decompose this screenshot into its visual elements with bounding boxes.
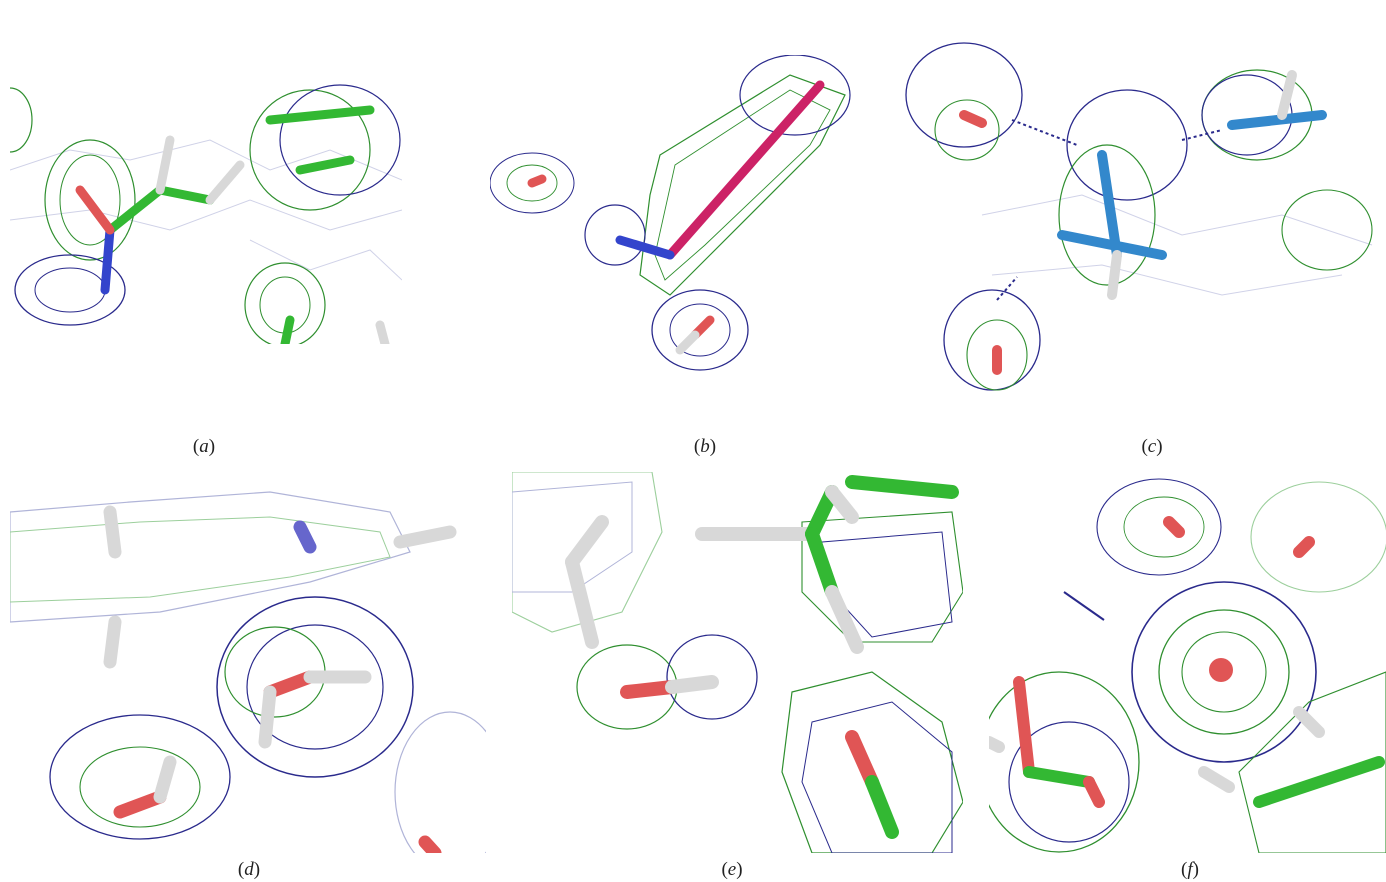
panel-c-image bbox=[902, 15, 1386, 420]
caption-e: (e) bbox=[721, 859, 742, 881]
density-map-b bbox=[490, 55, 855, 385]
caption-e-label: e bbox=[728, 859, 736, 880]
caption-a-label: a bbox=[199, 436, 209, 457]
caption-b-label: b bbox=[700, 436, 710, 457]
density-map-e bbox=[512, 472, 963, 853]
density-map-c bbox=[902, 15, 1386, 420]
caption-c: (c) bbox=[1141, 436, 1162, 458]
panel-f-image bbox=[989, 472, 1386, 853]
density-map-d bbox=[10, 472, 486, 853]
caption-d-label: d bbox=[244, 859, 254, 880]
panel-d-image bbox=[10, 472, 486, 853]
panel-e-image bbox=[512, 472, 963, 853]
caption-d: (d) bbox=[238, 859, 260, 881]
panel-a-image bbox=[10, 80, 402, 344]
density-map-f bbox=[989, 472, 1386, 853]
caption-f: (f) bbox=[1181, 859, 1199, 881]
caption-b: (b) bbox=[694, 436, 716, 458]
caption-c-label: c bbox=[1148, 436, 1156, 457]
density-map-a bbox=[10, 80, 402, 344]
caption-a: (a) bbox=[193, 436, 215, 458]
panel-b-image bbox=[490, 55, 855, 385]
